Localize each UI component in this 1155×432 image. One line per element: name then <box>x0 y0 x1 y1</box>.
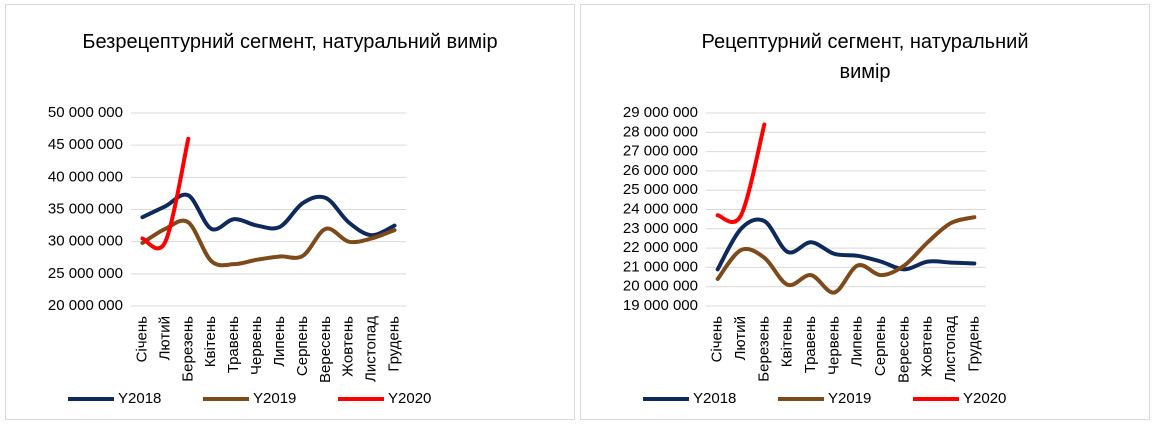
x-tick-label: Січень <box>133 316 150 363</box>
x-tick-label: Грудень <box>965 316 982 372</box>
legend-label: Y2019 <box>828 390 871 407</box>
chart-title: Рецептурний сегмент, натуральний вимір <box>701 31 1029 83</box>
legend-label: Y2018 <box>693 390 736 407</box>
chart-panel: Безрецептурний сегмент, натуральний вимі… <box>5 4 575 420</box>
x-tick-label: Вересень <box>317 316 334 383</box>
x-tick-label: Жовтень <box>340 316 357 377</box>
chart: 19 000 000 20 000 000 21 000 000 22 000 000… <box>623 104 1006 407</box>
line-series <box>140 192 397 238</box>
y-tick-label: 21 000 000 <box>623 258 698 275</box>
y-tick-label: 19 000 000 <box>623 297 698 314</box>
x-tick-label: Жовтень <box>919 316 936 377</box>
legend-label: Y2020 <box>963 390 1006 407</box>
x-tick-label: Квітень <box>779 316 796 367</box>
y-tick-label: 35 000 000 <box>48 200 123 217</box>
line-series <box>140 136 191 251</box>
y-tick-label: 26 000 000 <box>623 162 698 179</box>
y-tick-label: 20 000 000 <box>48 297 123 314</box>
legend-label: Y2019 <box>253 390 296 407</box>
x-tick-label: Березень <box>179 316 196 382</box>
x-tick-label: Липень <box>271 316 288 367</box>
line-series <box>715 215 977 295</box>
y-tick-label: 22 000 000 <box>623 239 698 256</box>
legend-label: Y2020 <box>388 390 431 407</box>
y-tick-label: 25 000 000 <box>48 265 123 282</box>
y-tick-label: 25 000 000 <box>623 181 698 198</box>
x-tick-label: Травень <box>225 316 242 373</box>
chart: 20 000 000 25 000 000 30 000 000 35 000 000… <box>48 104 431 407</box>
legend-label: Y2018 <box>118 390 161 407</box>
x-tick-label: Серпень <box>294 316 311 376</box>
y-tick-label: 45 000 000 <box>48 136 123 153</box>
y-tick-label: 50 000 000 <box>48 104 123 121</box>
x-tick-label: Травень <box>802 316 819 373</box>
x-tick-label: Червень <box>825 316 842 375</box>
x-tick-label: Лютий <box>732 316 749 360</box>
y-tick-label: 29 000 000 <box>623 104 698 121</box>
x-tick-label: Липень <box>849 316 866 367</box>
x-tick-label: Листопад <box>942 316 959 382</box>
y-tick-label: 27 000 000 <box>623 143 698 160</box>
chart-panel: Рецептурний сегмент, натуральний вимір 1… <box>580 4 1150 420</box>
line-series <box>715 217 977 272</box>
x-tick-label: Лютий <box>156 316 173 360</box>
y-tick-label: 40 000 000 <box>48 168 123 185</box>
y-tick-label: 28 000 000 <box>623 123 698 140</box>
x-tick-label: Квітень <box>202 316 219 367</box>
x-tick-label: Червень <box>248 316 265 375</box>
chart-title: Безрецептурний сегмент, натуральний вимі… <box>82 31 498 53</box>
y-tick-label: 24 000 000 <box>623 200 698 217</box>
x-tick-label: Листопад <box>363 316 380 382</box>
x-tick-label: Грудень <box>386 316 403 372</box>
line-series <box>140 218 397 268</box>
x-tick-label: Вересень <box>895 316 912 383</box>
y-tick-label: 30 000 000 <box>48 233 123 250</box>
y-tick-label: 23 000 000 <box>623 220 698 237</box>
line-series <box>715 122 767 224</box>
x-tick-label: Серпень <box>872 316 889 376</box>
x-tick-label: Березень <box>755 316 772 382</box>
y-tick-label: 20 000 000 <box>623 278 698 295</box>
x-tick-label: Січень <box>709 316 726 363</box>
